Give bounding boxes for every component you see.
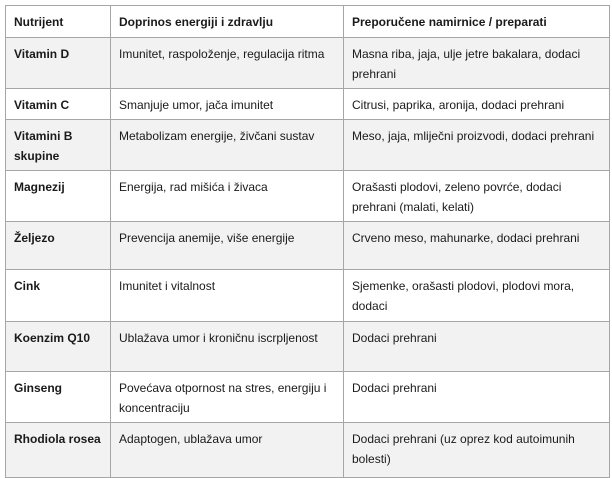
table-row: Željezo Prevencija anemije, više energije… [5,221,610,270]
nutrient-table: Nutrijent Doprinos energiji i zdravlju P… [5,5,610,478]
cell-benefit: Ublažava umor i kroničnu iscrpljenost [110,321,344,372]
cell-benefit: Metabolizam energije, živčani sustav [110,119,344,171]
cell-sources: Crveno meso, mahunarke, dodaci prehrani [343,221,610,270]
cell-benefit: Povećava otpornost na stres, energiju i … [110,371,344,423]
table-row: Ginseng Povećava otpornost na stres, ener… [5,371,610,423]
cell-benefit: Imunitet, raspoloženje, regulacija ritma [110,37,344,89]
header-nutrient: Nutrijent [5,5,111,38]
cell-sources: Citrusi, paprika, aronija, dodaci prehra… [343,88,610,120]
table-row: Vitamini B skupine Metabolizam energije, … [5,119,610,171]
cell-sources: Masna riba, jaja, ulje jetre bakalara, d… [343,37,610,89]
cell-nutrient: Željezo [5,221,111,270]
cell-benefit: Prevencija anemije, više energije [110,221,344,270]
cell-sources: Sjemenke, orašasti plodovi, plodovi mora… [343,269,610,322]
table-row: Rhodiola rosea Adaptogen, ublažava umor Do… [5,422,610,478]
cell-sources: Dodaci prehrani (uz oprez kod autoimunih… [343,422,610,478]
cell-sources: Dodaci prehrani [343,321,610,372]
cell-sources: Orašasti plodovi, zeleno povrće, dodaci … [343,170,610,222]
table-row: Cink Imunitet i vitalnost Sjemenke, orašas… [5,269,610,322]
cell-nutrient: Vitamin D [5,37,111,89]
cell-benefit: Imunitet i vitalnost [110,269,344,322]
cell-nutrient: Magnezij [5,170,111,222]
cell-nutrient: Rhodiola rosea [5,422,111,478]
table-row: Magnezij Energija, rad mišića i živaca Ora… [5,170,610,222]
cell-nutrient: Vitamin C [5,88,111,120]
cell-nutrient: Ginseng [5,371,111,423]
cell-sources: Meso, jaja, mliječni proizvodi, dodaci p… [343,119,610,171]
table-row: Koenzim Q10 Ublažava umor i kroničnu iscr… [5,321,610,372]
cell-benefit: Adaptogen, ublažava umor [110,422,344,478]
header-row: Nutrijent Doprinos energiji i zdravlju P… [5,5,610,38]
cell-nutrient: Vitamini B skupine [5,119,111,171]
table-row: Vitamin C Smanjuje umor, jača imunitet Cit… [5,88,610,120]
cell-sources: Dodaci prehrani [343,371,610,423]
cell-nutrient: Cink [5,269,111,322]
table-row: Vitamin D Imunitet, raspoloženje, regulac… [5,37,610,89]
cell-nutrient: Koenzim Q10 [5,321,111,372]
cell-benefit: Energija, rad mišića i živaca [110,170,344,222]
header-benefit: Doprinos energiji i zdravlju [110,5,344,38]
cell-benefit: Smanjuje umor, jača imunitet [110,88,344,120]
header-sources: Preporučene namirnice / preparati [343,5,610,38]
